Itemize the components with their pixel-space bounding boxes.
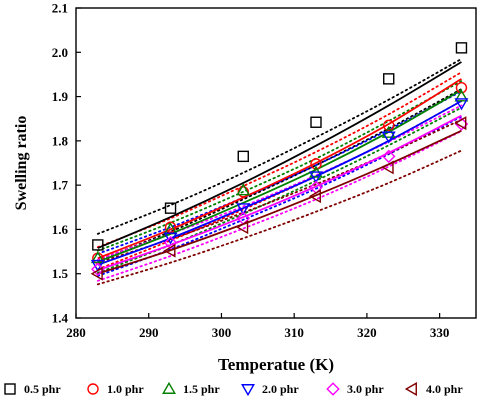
band-lower-0_5-phr	[96, 88, 463, 262]
legend-marker-3_0-phr	[326, 382, 340, 396]
data-point-0_5-phr	[92, 239, 104, 251]
fit-curve-4_0-phr	[97, 129, 462, 275]
x-tick-label: 320	[357, 325, 377, 340]
legend-item-3_0-phr: 3.0 phr	[326, 382, 384, 396]
legend-label: 0.5 phr	[24, 382, 61, 396]
legend-label: 1.0 phr	[107, 382, 144, 396]
band-lower-3_0-phr	[96, 130, 463, 282]
data-point-2_0-phr	[163, 232, 178, 245]
legend-item-2_0-phr: 2.0 phr	[241, 382, 299, 397]
x-tick-label: 280	[66, 325, 86, 340]
legend-label: 1.5 phr	[183, 382, 220, 396]
data-point-1_5-phr	[90, 251, 105, 264]
data-point-4_0-phr	[381, 160, 394, 175]
y-tick-label: 1.8	[52, 133, 69, 148]
data-point-4_0-phr	[236, 220, 249, 235]
data-point-1_0-phr	[310, 158, 322, 170]
fit-curves	[97, 61, 462, 275]
y-tick-label: 2.0	[52, 45, 68, 60]
data-point-3_0-phr	[163, 235, 178, 250]
legend-marker-4_0-phr	[404, 382, 417, 396]
data-point-2_0-phr	[309, 171, 323, 184]
y-tick-label: 1.7	[52, 178, 69, 193]
band-upper-2_0-phr	[96, 90, 463, 255]
y-tick-label: 1.5	[52, 266, 69, 281]
y-tick-label: 1.4	[52, 311, 69, 326]
x-axis-title: Temperatue (K)	[218, 355, 334, 374]
fit-curve-2_0-phr	[97, 100, 462, 266]
band-upper-0_5-phr	[96, 58, 463, 235]
data-point-4_0-phr	[308, 189, 321, 204]
legend-label: 4.0 phr	[426, 382, 463, 396]
legend-marker-1_5-phr	[162, 381, 176, 394]
data-point-1_0-phr	[383, 119, 395, 132]
y-tick-label: 1.9	[52, 89, 69, 104]
data-point-0_5-phr	[237, 150, 249, 163]
legend-marker-2_0-phr	[241, 384, 255, 397]
y-axis-title: Swelling ratio	[13, 116, 30, 211]
data-point-2_0-phr	[236, 203, 251, 216]
data-point-1_5-phr	[454, 89, 469, 102]
legend: 0.5 phr 1.0 phr 1.5 phr 2.0 phr 3.0 phr 4.0 p…	[4, 381, 463, 397]
x-tick-label: 330	[430, 325, 450, 340]
data-point-4_0-phr	[454, 116, 467, 131]
legend-item-1_0-phr: 1.0 phr	[87, 382, 144, 396]
plot-frame	[75, 7, 477, 319]
data-point-4_0-phr	[163, 243, 176, 258]
data-point-0_5-phr	[383, 73, 395, 85]
y-tick-label: 2.1	[52, 1, 68, 16]
data-point-1_5-phr	[236, 183, 251, 196]
band-lower-4_0-phr	[96, 149, 463, 286]
legend-marker-0_5-phr	[4, 383, 16, 395]
legend-item-4_0-phr: 4.0 phr	[404, 382, 463, 396]
legend-label: 3.0 phr	[347, 382, 384, 396]
band-upper-1_0-phr	[96, 71, 463, 249]
legend-label: 2.0 phr	[262, 382, 299, 396]
band-lower-1_0-phr	[96, 100, 463, 271]
legend-item-0_5-phr: 0.5 phr	[4, 382, 61, 396]
y-tick-label: 1.6	[52, 222, 69, 237]
data-point-0_5-phr	[164, 202, 177, 214]
x-tick-label: 300	[212, 325, 232, 340]
data-point-4_0-phr	[90, 266, 103, 281]
data-point-0_5-phr	[310, 116, 322, 128]
data-point-2_0-phr	[454, 98, 469, 111]
x-axis: 280 290 300 310 320 330	[66, 313, 449, 340]
x-tick-label: 290	[139, 325, 159, 340]
y-axis: 1.4 1.5 1.6 1.7 1.8 1.9 2.0 2.1	[52, 1, 81, 326]
data-point-1_0-phr	[455, 82, 468, 94]
data-point-0_5-phr	[455, 42, 468, 54]
fit-curve-3_0-phr	[97, 114, 462, 272]
x-tick-label: 310	[284, 325, 304, 340]
band-upper-1_5-phr	[96, 80, 463, 252]
legend-marker-1_0-phr	[87, 383, 99, 395]
fit-curve-1_0-phr	[97, 78, 462, 260]
data-point-3_0-phr	[91, 262, 105, 277]
legend-item-1_5-phr: 1.5 phr	[162, 381, 220, 396]
data-point-1_0-phr	[164, 221, 177, 233]
data-point-2_0-phr	[381, 131, 396, 144]
data-point-3_0-phr	[381, 149, 396, 164]
fit-curve-0_5-phr	[97, 61, 462, 249]
data-point-1_0-phr	[237, 186, 249, 198]
data-markers	[90, 42, 469, 281]
